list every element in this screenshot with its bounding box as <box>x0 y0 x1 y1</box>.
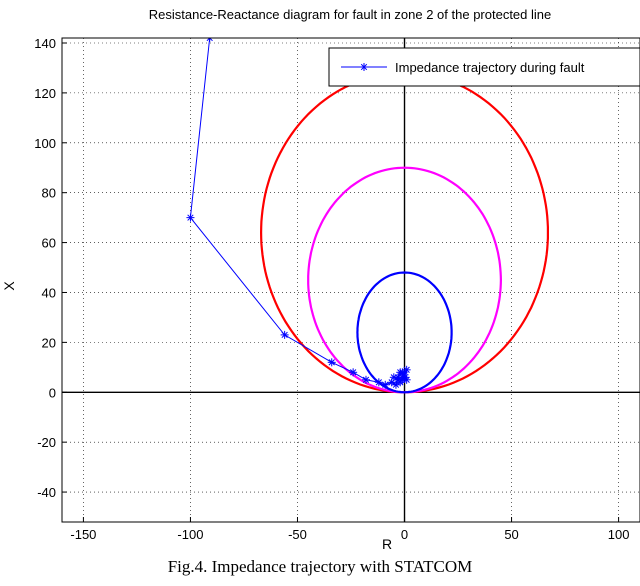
trajectory-point <box>327 358 336 367</box>
x-tick-label: -100 <box>177 527 203 542</box>
y-tick-label: 80 <box>42 186 56 201</box>
x-tick-label: -50 <box>288 527 307 542</box>
trajectory-point <box>205 38 214 42</box>
plot-frame <box>61 37 640 523</box>
y-tick-label: 140 <box>34 36 56 51</box>
chart-title: Resistance-Reactance diagram for fault i… <box>149 7 552 22</box>
y-tick-label: -20 <box>37 435 56 450</box>
x-axis-label: R <box>382 536 392 552</box>
asterisk-stroke <box>187 214 194 221</box>
trajectory-point <box>402 365 411 374</box>
asterisk-stroke <box>349 369 357 376</box>
asterisk-stroke <box>382 381 389 388</box>
asterisk-stroke <box>394 376 402 383</box>
trajectory-point <box>374 378 383 387</box>
impedance-trajectory <box>186 38 411 389</box>
trajectory-point <box>402 375 411 384</box>
asterisk-stroke <box>328 359 335 366</box>
trajectory-point <box>280 330 289 339</box>
y-tick-label: 40 <box>42 285 56 300</box>
asterisk-stroke <box>390 374 397 381</box>
trajectory-point <box>394 375 403 384</box>
asterisk-stroke <box>206 38 211 42</box>
circle-0 <box>259 71 549 394</box>
asterisk-stroke <box>209 38 213 42</box>
legend: Impedance trajectory during fault <box>328 47 640 87</box>
trajectory-point <box>398 368 407 377</box>
asterisk-stroke <box>360 63 368 71</box>
y-tick-label: 60 <box>42 236 56 251</box>
legend-swatch-marker <box>360 63 368 71</box>
x-tick-label: 100 <box>608 527 630 542</box>
trajectory-point <box>389 373 398 382</box>
trajectory-line <box>189 38 408 386</box>
y-tick-label: 0 <box>49 385 56 400</box>
tick-labels: -150 -100 -50 0 50 100 -40 -20 0 20 40 60 80 100 120 14… <box>34 36 629 542</box>
asterisk-stroke <box>375 379 382 386</box>
y-tick-label: 100 <box>34 136 56 151</box>
y-tick-label: -40 <box>37 485 56 500</box>
characteristic-circles <box>259 71 549 394</box>
x-tick-label: -150 <box>70 527 96 542</box>
figure-caption: Fig.4. Impedance trajectory with STATCOM <box>167 557 473 576</box>
trajectory-point <box>381 380 390 389</box>
x-tick-label: 0 <box>401 527 408 542</box>
y-axis-label: X <box>1 281 17 291</box>
circle-2 <box>356 271 453 394</box>
asterisk-stroke <box>281 331 288 339</box>
asterisk-stroke <box>362 376 370 383</box>
trajectory-point <box>361 375 370 384</box>
asterisk-stroke <box>403 376 410 383</box>
x-tick-label: 50 <box>504 527 518 542</box>
grid <box>62 38 640 522</box>
y-tick-label: 20 <box>42 335 56 350</box>
trajectory-point <box>349 368 358 377</box>
zero-axes <box>62 38 640 522</box>
circle-1 <box>307 166 503 394</box>
legend-entry: Impedance trajectory during fault <box>395 60 585 75</box>
trajectory-point <box>186 213 195 222</box>
asterisk-stroke <box>399 369 406 376</box>
y-tick-label: 120 <box>34 86 56 101</box>
asterisk-stroke <box>403 366 410 373</box>
